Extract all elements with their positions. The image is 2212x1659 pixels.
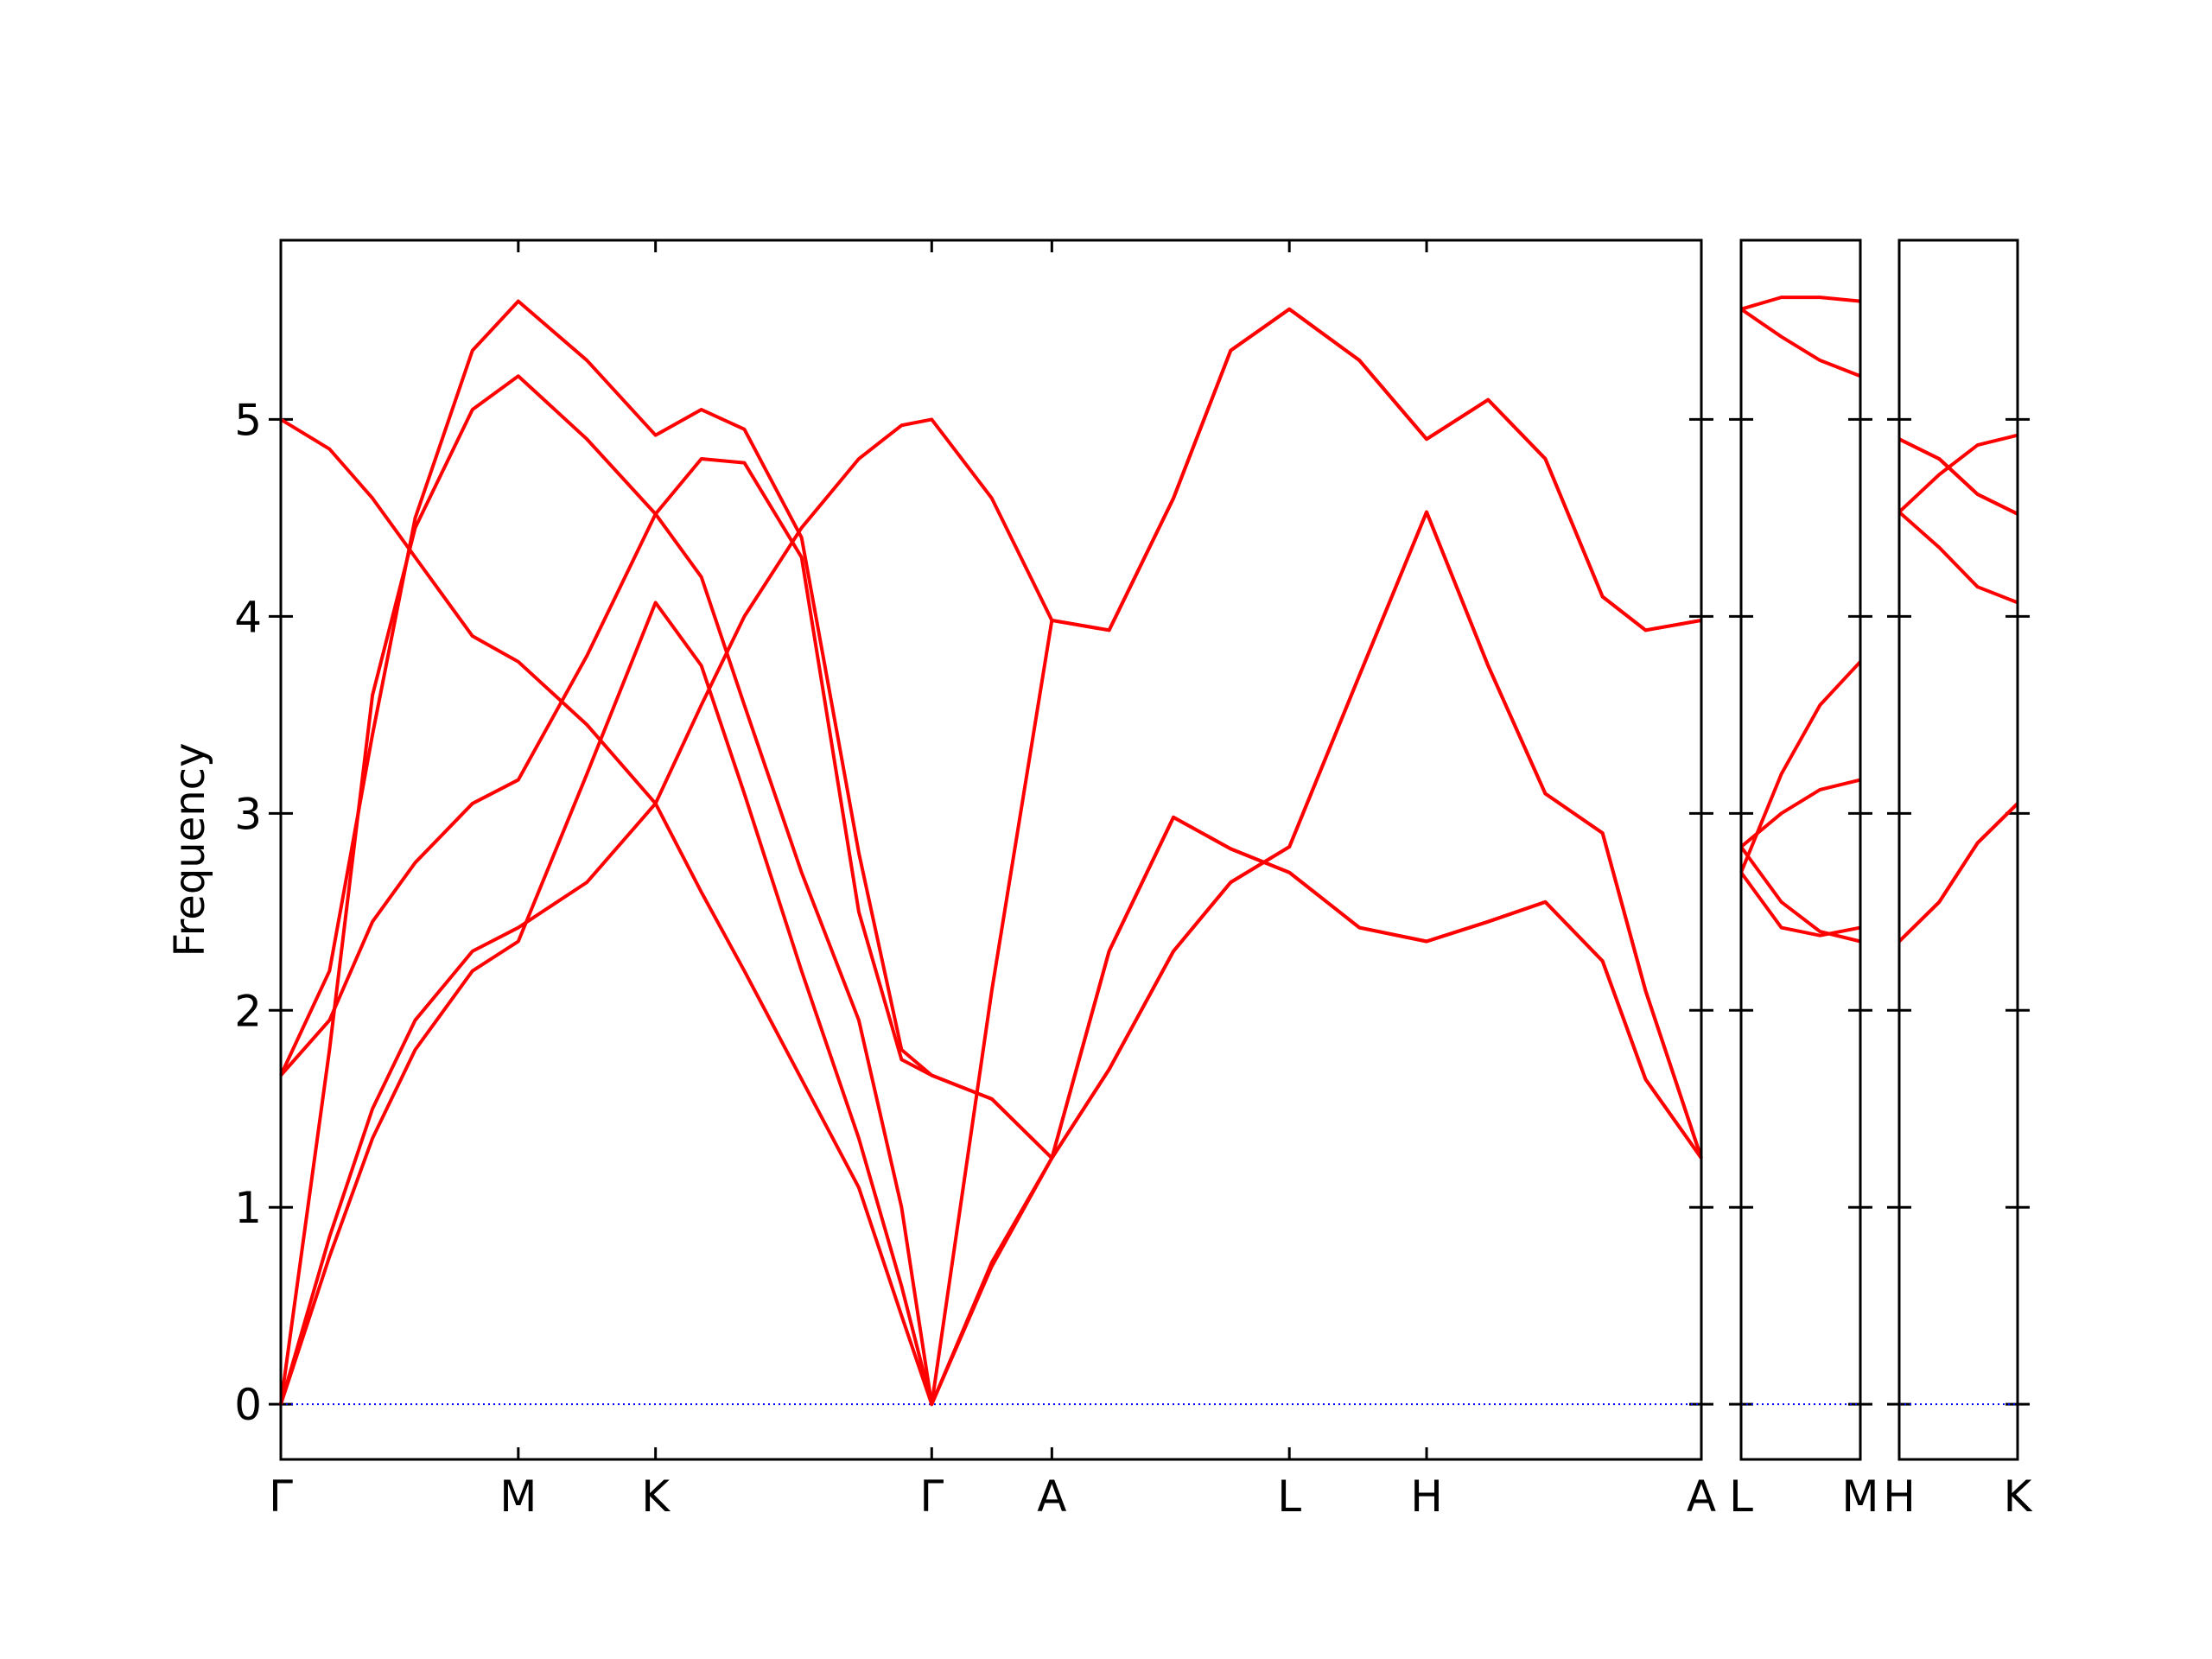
x-tick-label: H [1410, 1471, 1443, 1522]
band-line [1739, 778, 1861, 849]
band-line [279, 417, 1703, 1407]
axes-frame [1897, 238, 2019, 1461]
band-line [1898, 437, 2018, 516]
x-tick-label: Γ [269, 1471, 293, 1522]
band-line [1740, 296, 1861, 311]
x-tick-label: L [1729, 1471, 1753, 1522]
band-line [1739, 871, 1861, 938]
x-tick-label: K [641, 1471, 671, 1522]
x-tick-label: H [1883, 1471, 1916, 1522]
y-axis-label: Frequency [166, 743, 214, 957]
y-tick-label: 5 [234, 395, 262, 445]
band-line [1739, 660, 1862, 874]
y-tick-label: 3 [234, 789, 262, 839]
x-tick-label: L [1277, 1471, 1301, 1522]
y-tick-label: 4 [234, 592, 262, 642]
y-tick-label: 2 [234, 986, 262, 1036]
band-line [1739, 845, 1861, 944]
band-line [1897, 802, 2019, 943]
x-tick-label: A [1687, 1471, 1716, 1522]
band-line [1897, 433, 2018, 514]
x-tick-label: M [1841, 1471, 1878, 1522]
band-line [1897, 511, 2018, 605]
band-line [279, 307, 1702, 1405]
axes-frame [1739, 238, 1862, 1461]
band-line [279, 299, 1703, 1160]
x-tick-label: K [2004, 1471, 2033, 1522]
band-line [1739, 308, 1861, 378]
x-tick-label: Γ [919, 1471, 944, 1522]
x-tick-label: A [1037, 1471, 1066, 1522]
y-tick-label: 0 [234, 1380, 262, 1430]
x-tick-label: M [499, 1471, 537, 1522]
axes-frame [279, 238, 1703, 1461]
y-tick-label: 1 [234, 1183, 262, 1233]
